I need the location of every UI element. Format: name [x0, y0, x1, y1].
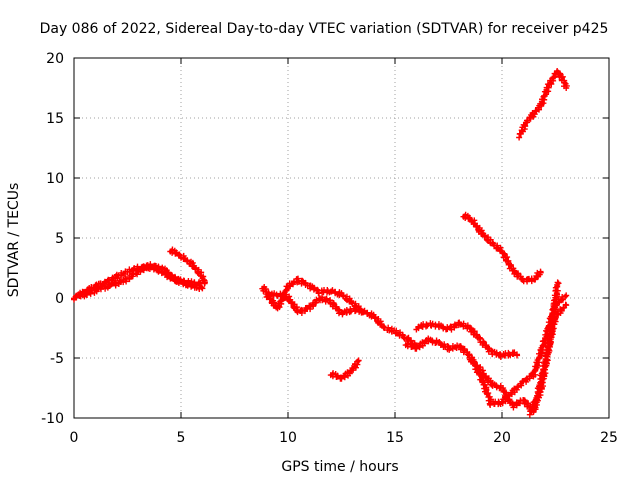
- x-tick-label: 10: [279, 430, 297, 446]
- x-tick-label: 15: [386, 430, 404, 446]
- chart-title: Day 086 of 2022, Sidereal Day-to-day VTE…: [40, 21, 609, 37]
- series-track-b: [71, 261, 204, 302]
- series-track-k: [460, 211, 544, 285]
- y-tick-label: 20: [46, 51, 64, 67]
- series-track-d: [259, 275, 366, 316]
- x-axis-label: GPS time / hours: [281, 459, 398, 475]
- y-tick-label: -5: [50, 351, 64, 367]
- y-ticks: -10 -5 0 5 10 15 20: [41, 51, 609, 427]
- series-track-e: [263, 290, 420, 350]
- x-tick-label: 20: [493, 430, 511, 446]
- y-tick-label: 0: [55, 291, 64, 307]
- x-tick-label: 0: [70, 430, 79, 446]
- y-axis-label: SDTVAR / TECUs: [6, 183, 22, 298]
- y-tick-label: 15: [46, 111, 64, 127]
- series-track-f: [327, 357, 362, 382]
- x-tick-label: 25: [600, 430, 618, 446]
- y-tick-label: 10: [46, 171, 64, 187]
- grid: [74, 58, 609, 418]
- y-tick-label: 5: [55, 231, 64, 247]
- series-track-g: [413, 319, 521, 360]
- series-track-j: [526, 279, 562, 418]
- data-points: [71, 67, 570, 418]
- y-tick-label: -10: [41, 411, 64, 427]
- series-track-l: [516, 67, 570, 141]
- series-track-c: [167, 246, 208, 287]
- x-tick-label: 5: [177, 430, 186, 446]
- x-ticks: 0 5 10 15 20 25: [70, 58, 618, 446]
